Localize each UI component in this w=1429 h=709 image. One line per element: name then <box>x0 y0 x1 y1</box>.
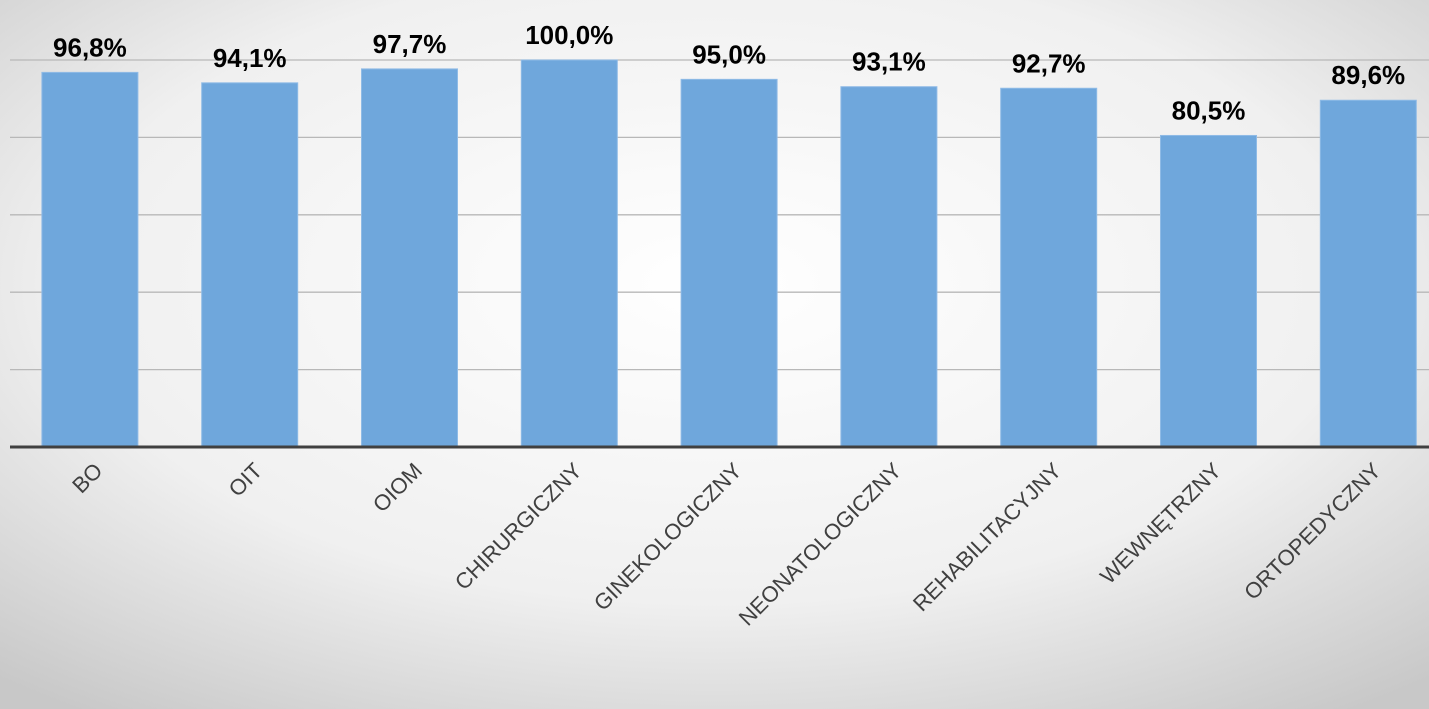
value-label: 97,7% <box>373 29 447 59</box>
bar <box>1319 99 1417 448</box>
bar <box>840 86 938 448</box>
value-label: 92,7% <box>1012 48 1086 78</box>
bar <box>680 78 778 448</box>
bar <box>201 82 299 448</box>
value-label: 100,0% <box>525 20 613 50</box>
value-label: 95,0% <box>692 39 766 69</box>
value-label: 89,6% <box>1331 60 1405 90</box>
bar <box>1000 87 1098 448</box>
bar <box>361 68 458 448</box>
value-label: 93,1% <box>852 47 926 77</box>
bar <box>41 71 139 448</box>
bar <box>520 59 618 448</box>
value-label: 80,5% <box>1172 95 1246 125</box>
value-label: 96,8% <box>53 32 127 62</box>
bar <box>1160 134 1257 448</box>
value-label: 94,1% <box>213 43 287 73</box>
